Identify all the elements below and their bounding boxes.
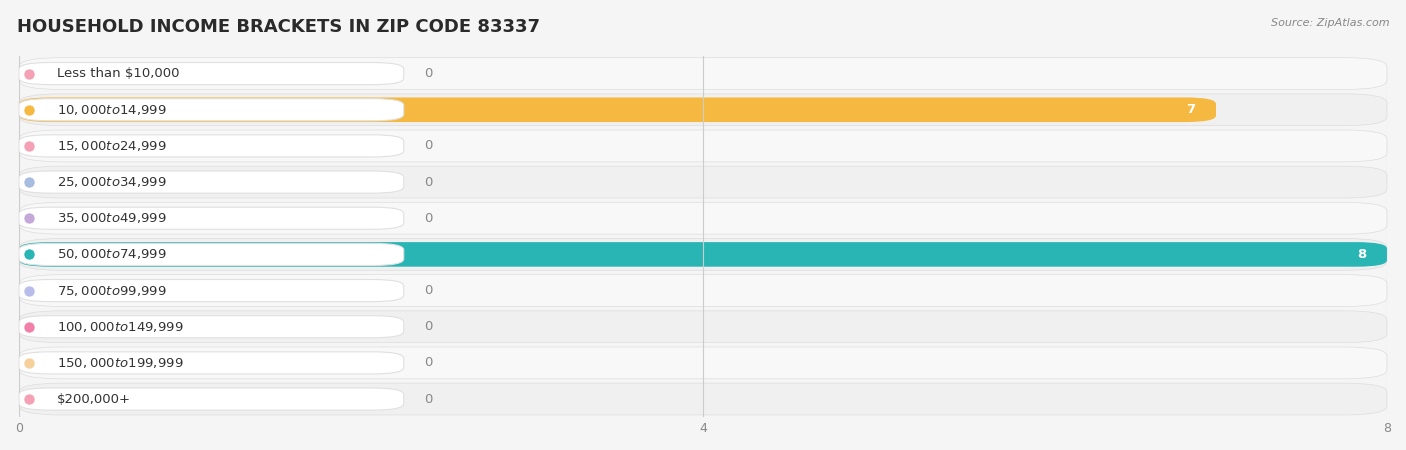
- Text: 0: 0: [425, 320, 433, 333]
- Text: Less than $10,000: Less than $10,000: [56, 67, 179, 80]
- Text: 0: 0: [425, 212, 433, 225]
- Text: 8: 8: [1357, 248, 1367, 261]
- Text: $25,000 to $34,999: $25,000 to $34,999: [56, 175, 166, 189]
- FancyBboxPatch shape: [20, 347, 1386, 379]
- Text: $200,000+: $200,000+: [56, 392, 131, 405]
- Text: 0: 0: [425, 67, 433, 80]
- FancyBboxPatch shape: [20, 166, 1386, 198]
- Text: 7: 7: [1187, 103, 1195, 116]
- FancyBboxPatch shape: [20, 311, 1386, 342]
- Text: $150,000 to $199,999: $150,000 to $199,999: [56, 356, 183, 370]
- FancyBboxPatch shape: [20, 383, 1386, 415]
- FancyBboxPatch shape: [20, 207, 404, 230]
- Text: $35,000 to $49,999: $35,000 to $49,999: [56, 211, 166, 225]
- Text: 0: 0: [425, 392, 433, 405]
- Text: $50,000 to $74,999: $50,000 to $74,999: [56, 248, 166, 261]
- Text: HOUSEHOLD INCOME BRACKETS IN ZIP CODE 83337: HOUSEHOLD INCOME BRACKETS IN ZIP CODE 83…: [17, 18, 540, 36]
- FancyBboxPatch shape: [20, 315, 404, 338]
- FancyBboxPatch shape: [20, 274, 1386, 306]
- FancyBboxPatch shape: [20, 94, 1386, 126]
- FancyBboxPatch shape: [20, 352, 404, 374]
- FancyBboxPatch shape: [20, 279, 404, 302]
- Text: $15,000 to $24,999: $15,000 to $24,999: [56, 139, 166, 153]
- Text: Source: ZipAtlas.com: Source: ZipAtlas.com: [1271, 18, 1389, 28]
- FancyBboxPatch shape: [20, 202, 1386, 234]
- FancyBboxPatch shape: [20, 388, 404, 410]
- FancyBboxPatch shape: [20, 98, 1216, 122]
- FancyBboxPatch shape: [20, 135, 404, 157]
- FancyBboxPatch shape: [20, 99, 404, 121]
- FancyBboxPatch shape: [20, 243, 404, 266]
- Text: 0: 0: [425, 176, 433, 189]
- FancyBboxPatch shape: [20, 63, 404, 85]
- Text: $10,000 to $14,999: $10,000 to $14,999: [56, 103, 166, 117]
- FancyBboxPatch shape: [20, 242, 1386, 267]
- FancyBboxPatch shape: [20, 130, 1386, 162]
- FancyBboxPatch shape: [20, 171, 404, 193]
- Text: $100,000 to $149,999: $100,000 to $149,999: [56, 320, 183, 334]
- Text: 0: 0: [425, 356, 433, 369]
- Text: 0: 0: [425, 284, 433, 297]
- Text: 0: 0: [425, 140, 433, 153]
- FancyBboxPatch shape: [20, 58, 1386, 90]
- FancyBboxPatch shape: [20, 238, 1386, 270]
- Text: $75,000 to $99,999: $75,000 to $99,999: [56, 284, 166, 297]
